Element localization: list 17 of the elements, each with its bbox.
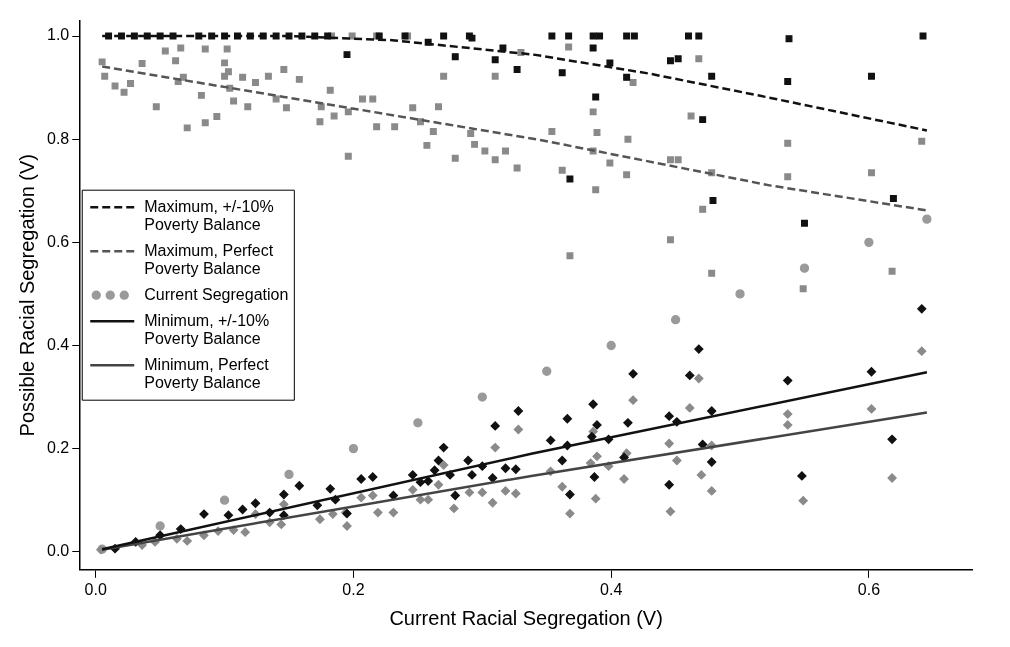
x-tick-label: 0.4 [600, 580, 623, 598]
y-axis-title: Possible Racial Segregation (V) [15, 154, 38, 437]
legend-label: Minimum, +/-10% Poverty Balance [144, 311, 270, 347]
x-tick-label: 0.2 [342, 580, 365, 598]
x-tick-label: 0.0 [84, 580, 107, 598]
y-tick-label: 0.6 [46, 232, 70, 250]
legend-label: Maximum, Perfect Poverty Balance [144, 241, 274, 277]
x-axis-title: Current Racial Segregation (V) [389, 606, 663, 629]
x-tick-label: 0.6 [857, 580, 881, 598]
legend-label: Minimum, Perfect Poverty Balance [144, 355, 270, 391]
legend-label: Maximum, +/-10% Poverty Balance [144, 197, 274, 233]
legend-label: Current Segregation [144, 285, 289, 303]
y-tick-label: 0.4 [46, 335, 70, 353]
y-tick-label: 0.8 [46, 129, 70, 147]
y-tick-label: 0.2 [46, 439, 70, 457]
y-tick-label: 1.0 [46, 26, 70, 44]
y-tick-label: 0.0 [46, 542, 70, 560]
